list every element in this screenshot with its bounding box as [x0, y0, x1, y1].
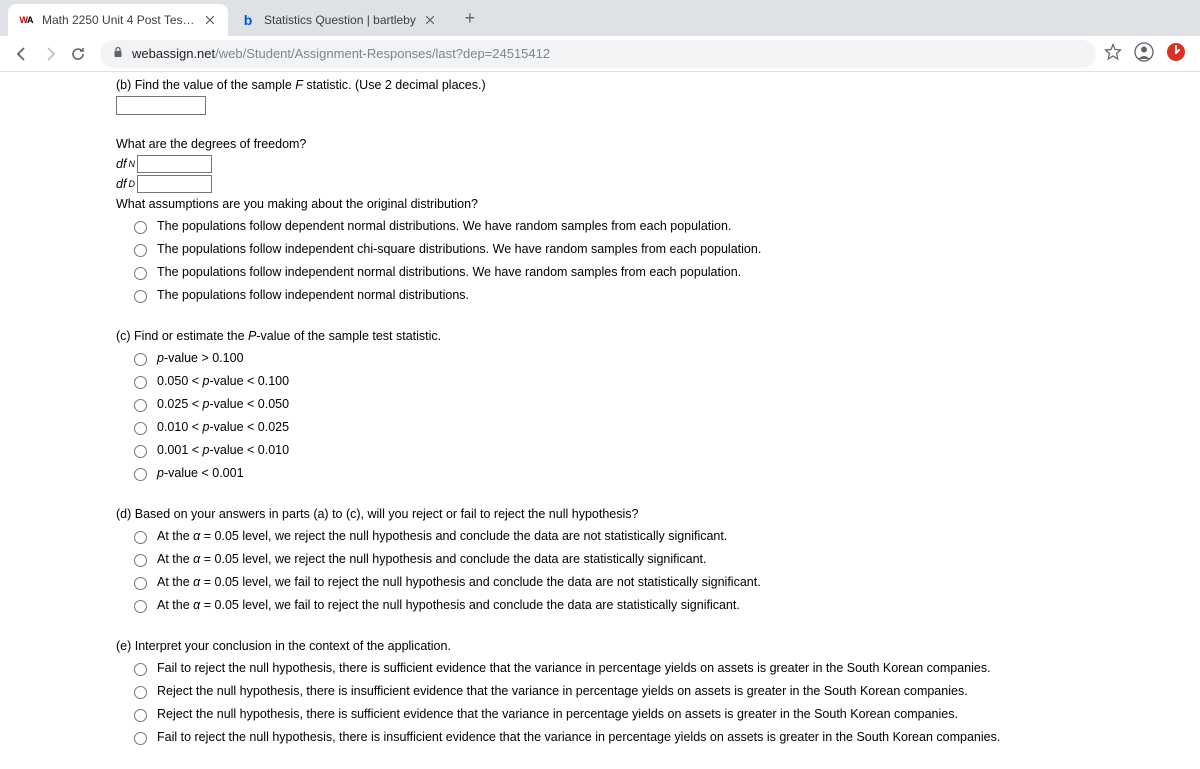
part-c-heading: (c) Find or estimate the P-value of the … [116, 329, 1200, 343]
radio-option: Reject the null hypothesis, there is ins… [116, 680, 1200, 703]
close-icon[interactable] [202, 12, 218, 28]
browser-tab-active[interactable]: WA Math 2250 Unit 4 Post Test Re [8, 4, 228, 36]
url-path: /web/Student/Assignment-Responses/last?d… [215, 46, 550, 61]
radio-label[interactable]: 0.050 < p-value < 0.100 [157, 374, 289, 388]
part-e-heading: (e) Interpret your conclusion in the con… [116, 639, 1200, 653]
radio-label[interactable]: The populations follow independent chi-s… [157, 242, 761, 256]
radio-option: 0.001 < p-value < 0.010 [116, 439, 1200, 462]
back-button[interactable] [8, 40, 36, 68]
radio-option: p-value > 0.100 [116, 347, 1200, 370]
page-content: (b) Find the value of the sample F stati… [0, 72, 1200, 769]
radio-option: The populations follow dependent normal … [116, 215, 1200, 238]
reload-button[interactable] [64, 40, 92, 68]
browser-tab-inactive[interactable]: b Statistics Question | bartleby [230, 4, 448, 36]
radio-input[interactable] [134, 267, 147, 280]
radio-input[interactable] [134, 290, 147, 303]
radio-label[interactable]: p-value < 0.001 [157, 466, 244, 480]
radio-input[interactable] [134, 468, 147, 481]
close-icon[interactable] [422, 12, 438, 28]
radio-input[interactable] [134, 399, 147, 412]
favicon-bartleby: b [240, 12, 256, 28]
radio-option: The populations follow independent norma… [116, 284, 1200, 307]
browser-tab-strip: WA Math 2250 Unit 4 Post Test Re b Stati… [0, 0, 1200, 36]
assumptions-radio-group: The populations follow dependent normal … [116, 215, 1200, 307]
radio-label[interactable]: At the α = 0.05 level, we fail to reject… [157, 575, 761, 589]
forward-button[interactable] [36, 40, 64, 68]
radio-input[interactable] [134, 663, 147, 676]
radio-option: 0.010 < p-value < 0.025 [116, 416, 1200, 439]
browser-right-icons [1104, 42, 1192, 65]
radio-option: p-value < 0.001 [116, 462, 1200, 485]
radio-label[interactable]: 0.025 < p-value < 0.050 [157, 397, 289, 411]
radio-input[interactable] [134, 686, 147, 699]
radio-label[interactable]: Fail to reject the null hypothesis, ther… [157, 661, 991, 675]
radio-label[interactable]: p-value > 0.100 [157, 351, 244, 365]
radio-option: The populations follow independent chi-s… [116, 238, 1200, 261]
part-e: (e) Interpret your conclusion in the con… [116, 639, 1200, 749]
radio-label[interactable]: At the α = 0.05 level, we reject the nul… [157, 529, 727, 543]
df-n-input[interactable] [137, 155, 212, 173]
radio-option: Fail to reject the null hypothesis, ther… [116, 726, 1200, 749]
address-bar-row: webassign.net/web/Student/Assignment-Res… [0, 36, 1200, 72]
degrees-of-freedom-section: What are the degrees of freedom? dfN dfD… [116, 137, 1200, 307]
decision-radio-group: At the α = 0.05 level, we reject the nul… [116, 525, 1200, 617]
df-d-row: dfD [116, 175, 1200, 193]
radio-option: The populations follow independent norma… [116, 261, 1200, 284]
radio-input[interactable] [134, 244, 147, 257]
tab-title: Statistics Question | bartleby [264, 13, 416, 27]
radio-input[interactable] [134, 422, 147, 435]
radio-input[interactable] [134, 577, 147, 590]
radio-label[interactable]: Fail to reject the null hypothesis, ther… [157, 730, 1000, 744]
radio-input[interactable] [134, 709, 147, 722]
radio-label[interactable]: The populations follow independent norma… [157, 288, 469, 302]
interpret-radio-group: Fail to reject the null hypothesis, ther… [116, 657, 1200, 749]
radio-label[interactable]: The populations follow dependent normal … [157, 219, 731, 233]
pvalue-radio-group: p-value > 0.100 0.050 < p-value < 0.100 0.… [116, 347, 1200, 485]
radio-option: At the α = 0.05 level, we reject the nul… [116, 548, 1200, 571]
radio-input[interactable] [134, 221, 147, 234]
extension-icon[interactable] [1166, 42, 1186, 65]
part-b-prompt: (b) Find the value of the sample F stati… [116, 78, 1200, 92]
part-d-heading: (d) Based on your answers in parts (a) t… [116, 507, 1200, 521]
star-icon[interactable] [1104, 43, 1122, 64]
radio-option: 0.025 < p-value < 0.050 [116, 393, 1200, 416]
radio-input[interactable] [134, 376, 147, 389]
radio-option: Fail to reject the null hypothesis, ther… [116, 657, 1200, 680]
tab-title: Math 2250 Unit 4 Post Test Re [42, 13, 196, 27]
radio-option: Reject the null hypothesis, there is suf… [116, 703, 1200, 726]
url-text: webassign.net/web/Student/Assignment-Res… [132, 46, 550, 61]
part-d: (d) Based on your answers in parts (a) t… [116, 507, 1200, 617]
part-b: (b) Find the value of the sample F stati… [116, 78, 1200, 115]
radio-option: At the α = 0.05 level, we fail to reject… [116, 594, 1200, 617]
radio-label[interactable]: Reject the null hypothesis, there is suf… [157, 707, 958, 721]
df-heading: What are the degrees of freedom? [116, 137, 1200, 151]
profile-icon[interactable] [1134, 42, 1154, 65]
assumptions-heading: What assumptions are you making about th… [116, 197, 1200, 211]
radio-label[interactable]: Reject the null hypothesis, there is ins… [157, 684, 968, 698]
part-c: (c) Find or estimate the P-value of the … [116, 329, 1200, 485]
f-statistic-input[interactable] [116, 96, 206, 115]
radio-label[interactable]: 0.001 < p-value < 0.010 [157, 443, 289, 457]
df-n-row: dfN [116, 155, 1200, 173]
new-tab-button[interactable]: + [456, 4, 484, 32]
radio-input[interactable] [134, 732, 147, 745]
radio-input[interactable] [134, 554, 147, 567]
radio-input[interactable] [134, 353, 147, 366]
radio-option: At the α = 0.05 level, we fail to reject… [116, 571, 1200, 594]
favicon-webassign: WA [18, 12, 34, 28]
radio-label[interactable]: 0.010 < p-value < 0.025 [157, 420, 289, 434]
address-bar[interactable]: webassign.net/web/Student/Assignment-Res… [100, 40, 1096, 68]
df-d-input[interactable] [137, 175, 212, 193]
radio-option: 0.050 < p-value < 0.100 [116, 370, 1200, 393]
radio-option: At the α = 0.05 level, we reject the nul… [116, 525, 1200, 548]
radio-label[interactable]: At the α = 0.05 level, we reject the nul… [157, 552, 706, 566]
radio-input[interactable] [134, 445, 147, 458]
radio-input[interactable] [134, 531, 147, 544]
radio-input[interactable] [134, 600, 147, 613]
lock-icon [112, 46, 124, 61]
url-host: webassign.net [132, 46, 215, 61]
radio-label[interactable]: At the α = 0.05 level, we fail to reject… [157, 598, 740, 612]
radio-label[interactable]: The populations follow independent norma… [157, 265, 741, 279]
